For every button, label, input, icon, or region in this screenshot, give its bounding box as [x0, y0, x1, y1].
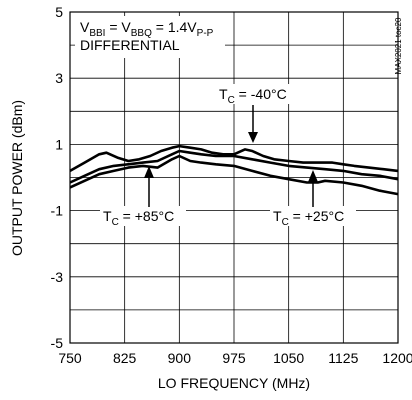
y-tick-labels: -5 -3 -1 1 3 5 — [51, 4, 64, 351]
arrow-plus85-head — [144, 166, 154, 178]
arrow-minus40-head — [248, 132, 258, 143]
y-axis-title: OUTPUT POWER (dBm) — [9, 100, 25, 256]
x-tick-label: 1050 — [273, 350, 304, 366]
x-tick-label: 975 — [222, 350, 246, 366]
y-tick-label: 3 — [55, 70, 63, 86]
arrow-plus25-head — [308, 170, 318, 182]
series-label-bg-1 — [270, 206, 356, 226]
y-tick-label: -5 — [51, 335, 64, 351]
series-label-bg-0 — [216, 84, 298, 104]
plot-frame — [69, 11, 399, 344]
y-tick-label: -1 — [51, 203, 64, 219]
series-line-1 — [69, 149, 399, 184]
x-tick-labels: 750 825 900 975 1050 1125 1200 — [58, 350, 412, 366]
condition-line-1: VBBI = VBBQ = 1.4VP-P — [80, 19, 214, 39]
y-tick-label: 1 — [55, 136, 63, 152]
series-label-plus85: TC = +85°C — [103, 208, 174, 228]
y-tick-label: -3 — [51, 269, 64, 285]
series-line-0 — [69, 144, 399, 173]
series-label-bg-2 — [100, 206, 186, 226]
condition-line-2: DIFFERENTIAL — [80, 37, 180, 53]
x-tick-label: 1200 — [382, 350, 412, 366]
y-tick-label: 5 — [55, 4, 63, 20]
x-axis-title: LO FREQUENCY (MHz) — [158, 375, 310, 391]
series-line-2 — [69, 154, 399, 196]
series-label-plus25: TC = +25°C — [273, 208, 344, 228]
x-tick-label: 900 — [168, 350, 192, 366]
x-tick-label: 750 — [58, 350, 82, 366]
grid — [69, 11, 399, 344]
condition-box — [75, 16, 225, 58]
x-tick-label: 1125 — [328, 350, 358, 366]
x-tick-label: 825 — [113, 350, 137, 366]
series-label-minus40: TC = -40°C — [219, 86, 287, 106]
watermark-label: MAX2021 toc20 — [394, 17, 403, 74]
series-lines — [69, 144, 399, 196]
